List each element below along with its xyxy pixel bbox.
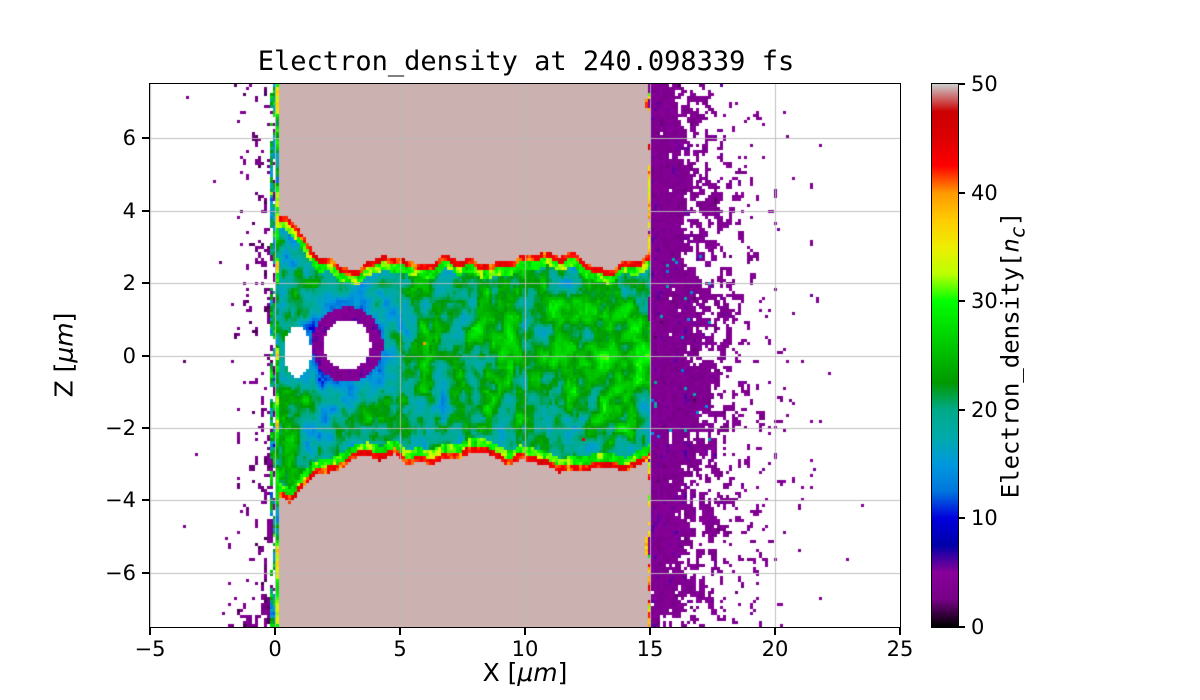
y-label-prefix: Z [ (49, 362, 79, 398)
y-tick-label: −4 (105, 488, 136, 513)
x-tick-mark (274, 628, 276, 635)
colorbar-label-prefix: Electron_density[ (996, 252, 1025, 499)
colorbar-tick-mark (959, 517, 965, 520)
colorbar-gradient (932, 84, 958, 627)
colorbar-label-suffix: ] (996, 211, 1025, 227)
y-tick-label: 4 (122, 198, 136, 223)
y-tick-label: −2 (105, 415, 136, 440)
colorbar-tick-mark (959, 191, 965, 194)
colorbar-label-sub: c (1005, 226, 1030, 239)
x-tick-mark (774, 628, 776, 635)
y-tick-label: 6 (122, 126, 136, 151)
y-tick-mark (142, 499, 149, 502)
x-tick-label: 25 (886, 637, 914, 661)
colorbar-tick-mark (959, 626, 965, 628)
y-tick-label: 0 (122, 343, 136, 368)
colorbar-tick-label: 10 (971, 506, 998, 531)
x-label-prefix: X [ (482, 658, 518, 687)
y-tick-mark (142, 571, 149, 574)
x-label-suffix: ] (557, 658, 568, 687)
colorbar-tick-label: 20 (971, 397, 998, 422)
x-tick-label: 20 (761, 637, 789, 661)
colorbar-tick-mark (959, 300, 965, 303)
x-label-math: μm (517, 658, 558, 687)
colorbar-tick-label: 30 (971, 289, 998, 314)
y-tick-mark (142, 426, 149, 429)
y-label-suffix: ] (49, 312, 79, 323)
x-tick-mark (149, 628, 151, 635)
x-tick-label: 5 (393, 637, 407, 661)
colorbar-tick-label: 40 (971, 180, 998, 205)
colorbar-tick-mark (959, 408, 965, 411)
colorbar-tick-mark (959, 83, 965, 85)
x-tick-label: 10 (511, 637, 539, 661)
colorbar-label: Electron_density[nc] (997, 212, 1030, 499)
x-axis-label: X [μm] (483, 658, 568, 687)
x-tick-label: 0 (268, 637, 282, 661)
y-tick-label: 2 (122, 271, 136, 296)
y-tick-mark (142, 209, 149, 212)
colorbar-label-var: n (996, 238, 1025, 253)
x-tick-mark (399, 628, 401, 635)
x-tick-label: 15 (636, 637, 664, 661)
plot-area (149, 83, 901, 628)
heatmap-canvas (150, 84, 900, 627)
y-tick-mark (142, 137, 149, 140)
x-tick-label: −5 (134, 637, 166, 661)
chart-title: Electron_density at 240.098339 fs (257, 46, 795, 77)
y-tick-mark (142, 354, 149, 357)
x-tick-mark (524, 628, 526, 635)
x-tick-mark (899, 628, 901, 635)
colorbar-tick-label: 0 (971, 615, 985, 639)
y-tick-label: −6 (105, 560, 136, 585)
y-tick-mark (142, 282, 149, 285)
colorbar-tick-label: 50 (971, 72, 998, 96)
x-tick-mark (649, 628, 651, 635)
colorbar (931, 83, 959, 628)
